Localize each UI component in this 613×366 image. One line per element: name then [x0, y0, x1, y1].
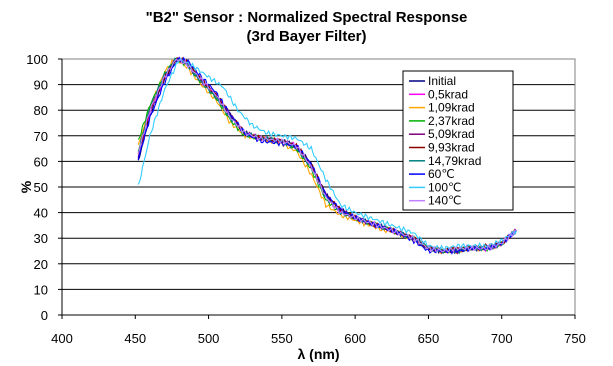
x-tick-label: 400 [51, 331, 73, 346]
y-tick-label: 80 [34, 103, 48, 118]
legend-label: 0,5krad [428, 87, 468, 101]
y-tick-label: 60 [34, 154, 48, 169]
x-tick-label: 500 [198, 331, 220, 346]
series-line-7 [137, 56, 517, 255]
legend-label: 1,09krad [428, 101, 475, 115]
chart-title-line1: "B2" Sensor : Normalized Spectral Respon… [145, 9, 468, 26]
legend-label: 9,93krad [428, 141, 475, 155]
y-axis-title: % [18, 180, 34, 193]
chart-title: "B2" Sensor : Normalized Spectral Respon… [0, 8, 613, 46]
legend: Initial0,5krad1,09krad2,37krad5,09krad9,… [402, 70, 514, 211]
x-tick-label: 700 [491, 331, 513, 346]
x-tick-label: 750 [564, 331, 586, 346]
y-tick-label: 100 [26, 52, 48, 67]
series-lines [137, 56, 517, 255]
legend-label: 60℃ [428, 167, 455, 181]
x-tick-label: 650 [418, 331, 440, 346]
chart-title-line2: (3rd Bayer Filter) [246, 28, 367, 45]
legend-label: Initial [428, 74, 456, 88]
y-tick-label: 10 [34, 282, 48, 297]
axes: 400 450 500 550 600 650 700 750 0 10 20 30 40 50 60 70 8… [26, 52, 586, 346]
y-tick-label: 30 [34, 231, 48, 246]
legend-label: 5,09krad [428, 127, 475, 141]
y-tick-label: 40 [34, 206, 48, 221]
series-line-9 [137, 58, 517, 253]
y-tick-label: 20 [34, 257, 48, 272]
legend-label: 14,79krad [428, 154, 481, 168]
x-axis-title: λ (nm) [298, 346, 340, 362]
y-tick-label: 90 [34, 78, 48, 93]
y-tick-label: 70 [34, 129, 48, 144]
legend-label: 2,37krad [428, 114, 475, 128]
x-tick-label: 450 [124, 331, 146, 346]
y-tick-label: 0 [41, 308, 48, 323]
x-tick-label: 600 [344, 331, 366, 346]
x-tick-label: 550 [271, 331, 293, 346]
y-tick-label: 50 [34, 180, 48, 195]
legend-label: 100℃ [428, 180, 462, 194]
legend-label: 140℃ [428, 194, 462, 208]
series-line-8 [137, 57, 517, 252]
